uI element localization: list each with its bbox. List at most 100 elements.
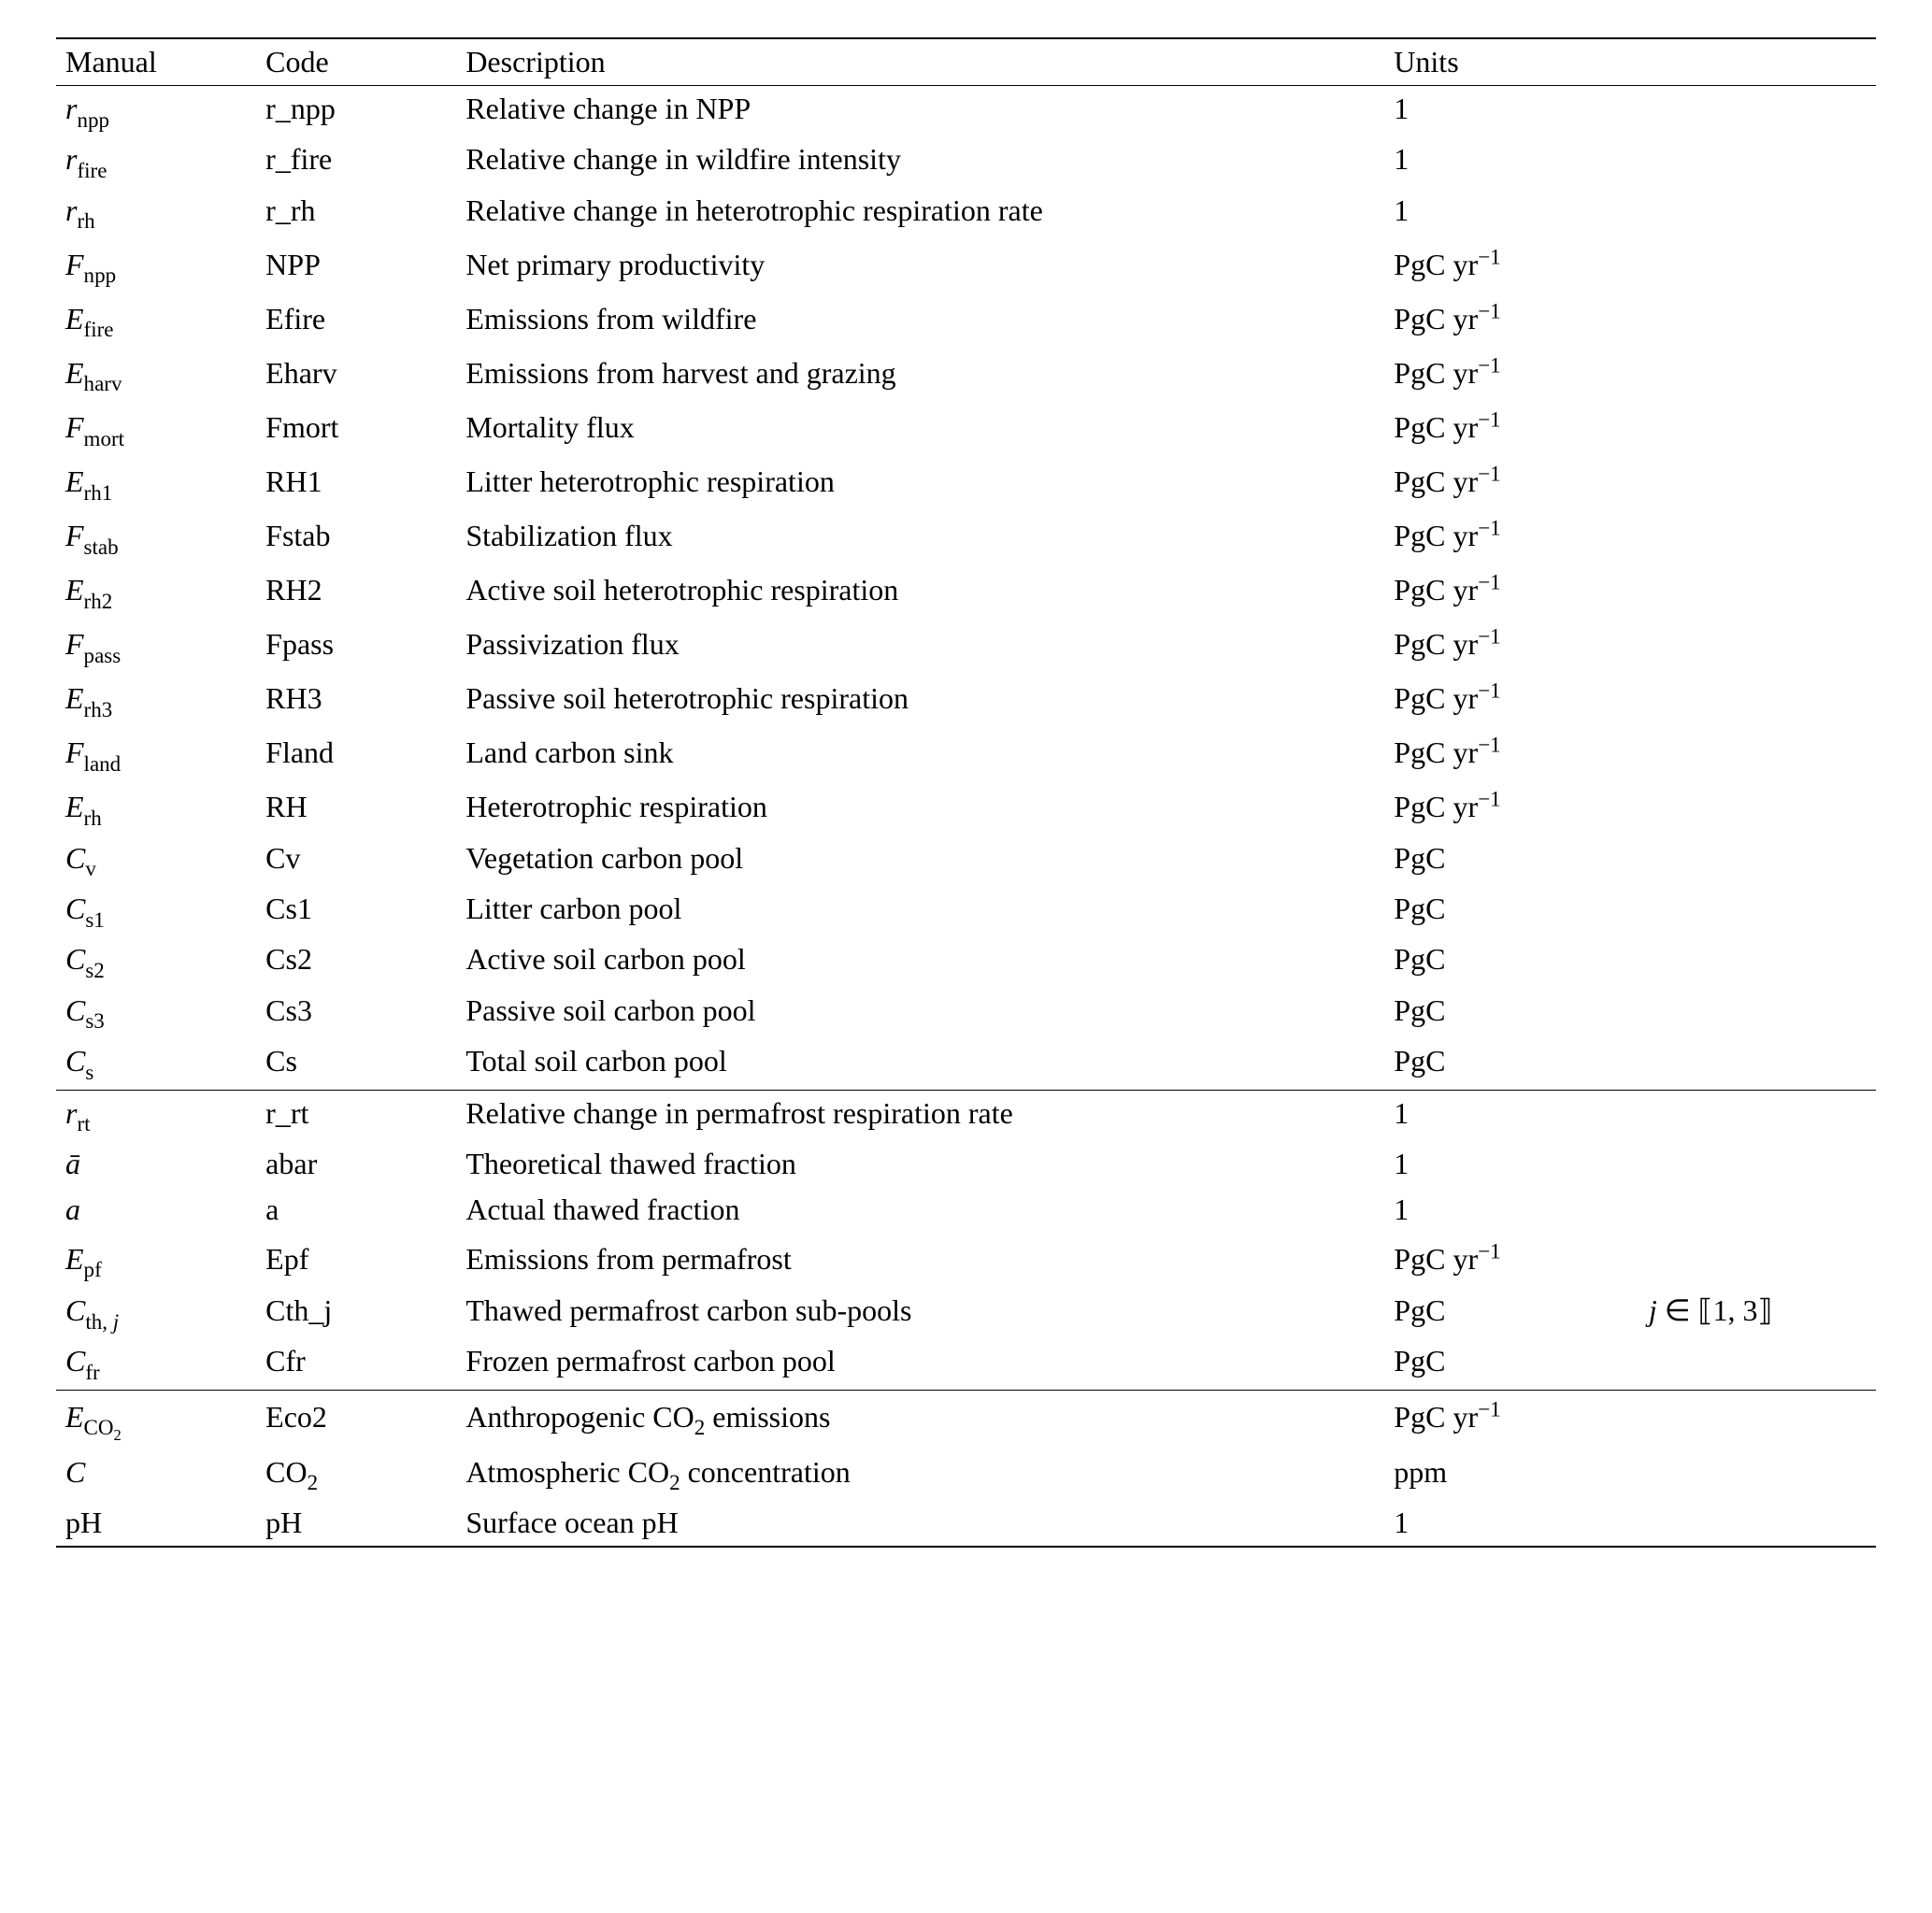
cell-units: PgC xyxy=(1384,988,1639,1038)
table-row: Erh RH Heterotrophic respiration PgC yr−… xyxy=(56,781,1876,835)
table-body: rnpp r_npp Relative change in NPP 1 rfir… xyxy=(56,86,1876,1547)
cell-manual: Efire xyxy=(56,293,256,347)
unit-pgc: PgC xyxy=(1394,1044,1445,1078)
cell-manual: Fmort xyxy=(56,401,256,455)
cell-description: Total soil carbon pool xyxy=(456,1038,1384,1090)
cell-extra xyxy=(1639,1449,1876,1500)
cell-extra xyxy=(1639,1038,1876,1090)
cell-units: PgC xyxy=(1384,835,1639,886)
cell-units: PgC xyxy=(1384,936,1639,987)
cell-code: Cs1 xyxy=(256,886,456,936)
cell-code: RH1 xyxy=(256,455,456,509)
cell-units: ppm xyxy=(1384,1449,1639,1500)
unit-one: 1 xyxy=(1394,1147,1409,1180)
cell-description: Atmospheric CO2 concentration xyxy=(456,1449,1384,1500)
cell-extra xyxy=(1639,1141,1876,1187)
cell-code: Cth_j xyxy=(256,1287,456,1338)
unit-pgcyr: PgC yr−1 xyxy=(1394,1242,1500,1276)
unit-pgcyr: PgC yr−1 xyxy=(1394,681,1500,715)
unit-ppm: ppm xyxy=(1394,1455,1447,1489)
unit-pgc: PgC xyxy=(1394,1344,1445,1378)
cell-units: 1 xyxy=(1384,1090,1639,1141)
cell-manual: rnpp xyxy=(56,86,256,137)
cell-manual: Fstab xyxy=(56,509,256,564)
cell-description: Anthropogenic CO2 emissions xyxy=(456,1390,1384,1449)
cell-manual: rfire xyxy=(56,136,256,187)
table-row: Erh3 RH3 Passive soil heterotrophic resp… xyxy=(56,673,1876,727)
cell-code: r_rh xyxy=(256,188,456,238)
unit-pgcyr: PgC yr−1 xyxy=(1394,790,1500,823)
cell-manual: Cth, j xyxy=(56,1287,256,1338)
cell-description: Active soil heterotrophic respiration xyxy=(456,564,1384,618)
unit-one: 1 xyxy=(1394,142,1409,176)
unit-pgcyr: PgC yr−1 xyxy=(1394,519,1500,552)
cell-units: PgC yr−1 xyxy=(1384,619,1639,673)
cell-manual: ECO2 xyxy=(56,1390,256,1449)
unit-one: 1 xyxy=(1394,1192,1409,1226)
cell-code: Cs xyxy=(256,1038,456,1090)
table-row: Cs3 Cs3 Passive soil carbon pool PgC xyxy=(56,988,1876,1038)
cell-manual: Erh1 xyxy=(56,455,256,509)
cell-manual: rrt xyxy=(56,1090,256,1141)
cell-manual: Eharv xyxy=(56,347,256,401)
cell-extra xyxy=(1639,886,1876,936)
table-row: C CO2 Atmospheric CO2 concentration ppm xyxy=(56,1449,1876,1500)
cell-manual: pH xyxy=(56,1500,256,1547)
cell-manual: Fpass xyxy=(56,619,256,673)
cell-extra xyxy=(1639,188,1876,238)
cell-units: 1 xyxy=(1384,188,1639,238)
cell-code: Eharv xyxy=(256,347,456,401)
cell-description: Frozen permafrost carbon pool xyxy=(456,1338,1384,1390)
table-row: Cs2 Cs2 Active soil carbon pool PgC xyxy=(56,936,1876,987)
table-row: Fnpp NPP Net primary productivity PgC yr… xyxy=(56,238,1876,293)
cell-code: pH xyxy=(256,1500,456,1547)
unit-one: 1 xyxy=(1394,1096,1409,1130)
cell-description: Litter heterotrophic respiration xyxy=(456,455,1384,509)
cell-units: 1 xyxy=(1384,1141,1639,1187)
header-units: Units xyxy=(1384,38,1639,86)
cell-code: Fmort xyxy=(256,401,456,455)
table-row: rrh r_rh Relative change in heterotrophi… xyxy=(56,188,1876,238)
table-row: a a Actual thawed fraction 1 xyxy=(56,1187,1876,1233)
cell-units: PgC yr−1 xyxy=(1384,1390,1639,1449)
table-row: ECO2 Eco2 Anthropogenic CO2 emissions Pg… xyxy=(56,1390,1876,1449)
header-description: Description xyxy=(456,38,1384,86)
cell-code: r_rt xyxy=(256,1090,456,1141)
cell-extra xyxy=(1639,1187,1876,1233)
cell-extra xyxy=(1639,727,1876,781)
cell-manual: rrh xyxy=(56,188,256,238)
cell-manual: Fland xyxy=(56,727,256,781)
table-row: rnpp r_npp Relative change in NPP 1 xyxy=(56,86,1876,137)
cell-description: Land carbon sink xyxy=(456,727,1384,781)
cell-extra xyxy=(1639,1233,1876,1287)
cell-manual: ā xyxy=(56,1141,256,1187)
table-row: Cs1 Cs1 Litter carbon pool PgC xyxy=(56,886,1876,936)
cell-code: Fland xyxy=(256,727,456,781)
cell-code: Cfr xyxy=(256,1338,456,1390)
header-code: Code xyxy=(256,38,456,86)
cell-manual: Erh3 xyxy=(56,673,256,727)
table-row: Efire Efire Emissions from wildfire PgC … xyxy=(56,293,1876,347)
cell-manual: Cv xyxy=(56,835,256,886)
cell-manual: Cs3 xyxy=(56,988,256,1038)
cell-description: Emissions from permafrost xyxy=(456,1233,1384,1287)
variable-table: Manual Code Description Units rnpp r_npp… xyxy=(56,37,1876,1548)
cell-description: Actual thawed fraction xyxy=(456,1187,1384,1233)
cell-code: Cv xyxy=(256,835,456,886)
cell-extra xyxy=(1639,619,1876,673)
cell-extra xyxy=(1639,564,1876,618)
table-row: Fland Fland Land carbon sink PgC yr−1 xyxy=(56,727,1876,781)
cell-description: Relative change in NPP xyxy=(456,86,1384,137)
cell-code: CO2 xyxy=(256,1449,456,1500)
cell-extra xyxy=(1639,238,1876,293)
cell-description: Heterotrophic respiration xyxy=(456,781,1384,835)
cell-manual: a xyxy=(56,1187,256,1233)
cell-code: Epf xyxy=(256,1233,456,1287)
cell-units: 1 xyxy=(1384,1500,1639,1547)
cell-code: a xyxy=(256,1187,456,1233)
cell-description: Vegetation carbon pool xyxy=(456,835,1384,886)
table-row: rrt r_rt Relative change in permafrost r… xyxy=(56,1090,1876,1141)
cell-units: PgC yr−1 xyxy=(1384,238,1639,293)
table-row: Cs Cs Total soil carbon pool PgC xyxy=(56,1038,1876,1090)
cell-manual: Cs xyxy=(56,1038,256,1090)
